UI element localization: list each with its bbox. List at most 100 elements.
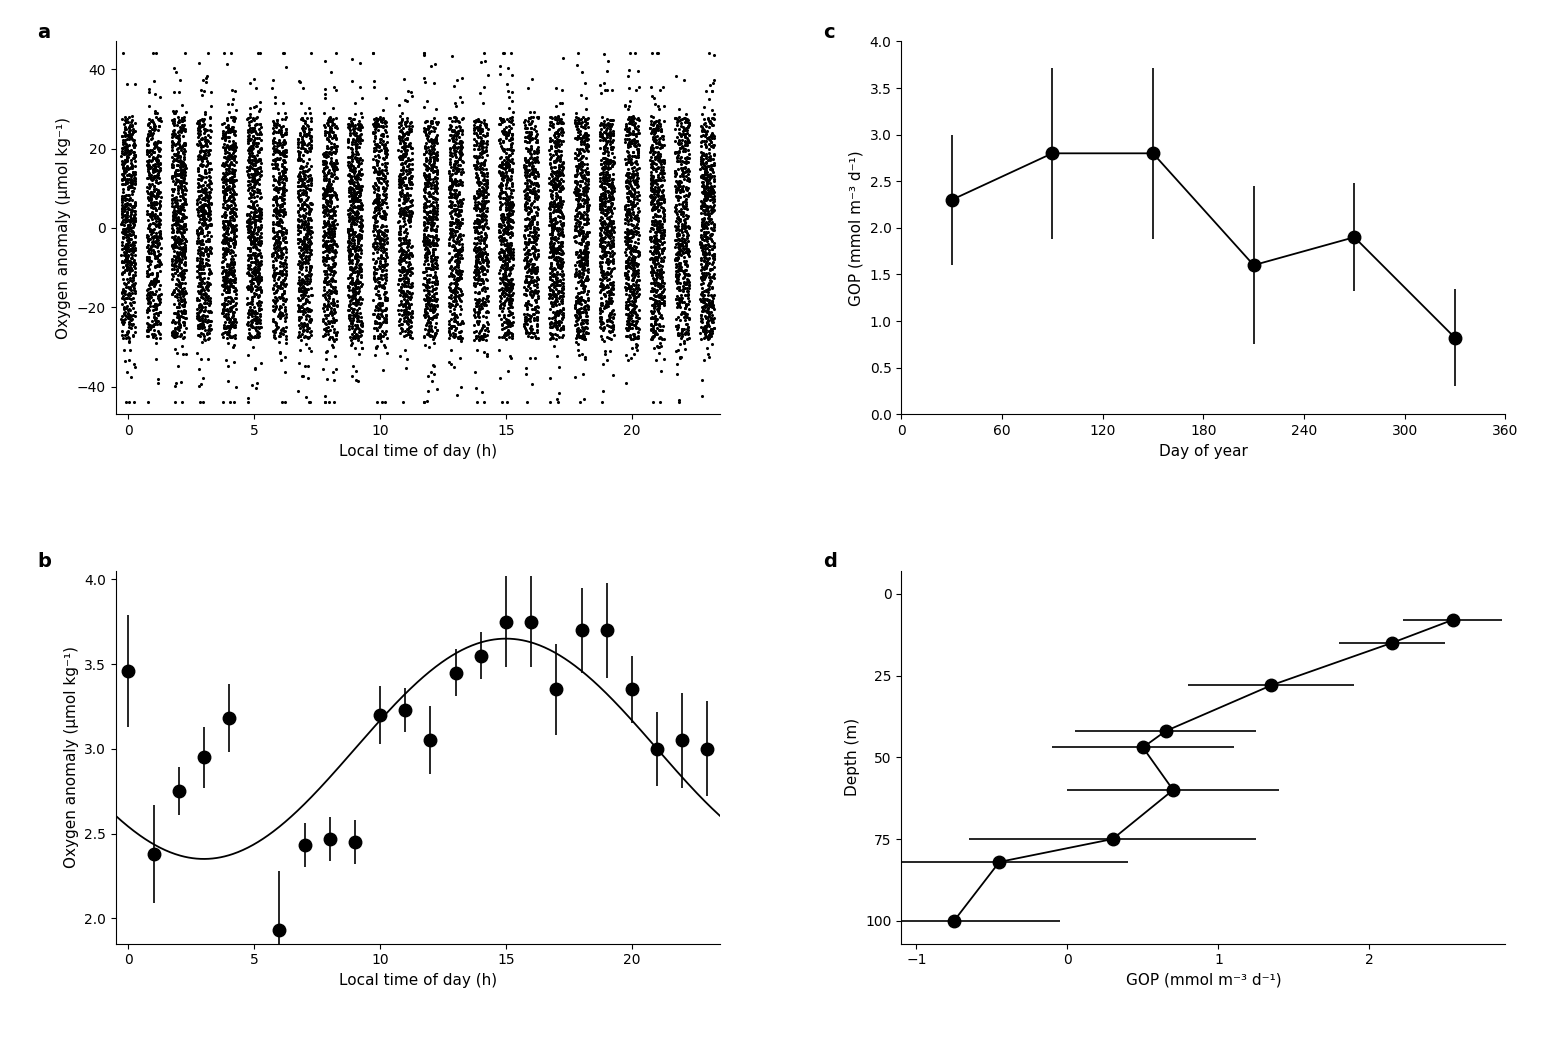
Point <box>598 128 622 144</box>
Point <box>662 177 687 194</box>
Point <box>195 227 219 244</box>
Point <box>347 130 372 146</box>
Point <box>361 217 386 233</box>
Point <box>540 212 565 228</box>
Point <box>242 201 267 218</box>
Point <box>267 189 292 205</box>
Point <box>573 237 598 254</box>
Point <box>347 187 372 203</box>
Point <box>574 268 599 284</box>
Point <box>117 280 142 297</box>
Point <box>625 133 650 149</box>
Point <box>391 270 415 286</box>
Point <box>425 147 449 164</box>
Point <box>318 260 343 277</box>
Point <box>594 142 619 159</box>
Point <box>171 280 196 297</box>
Point <box>337 317 361 334</box>
Point <box>665 245 690 261</box>
Point <box>690 145 715 162</box>
Point <box>392 92 417 109</box>
Point <box>676 145 701 162</box>
Point <box>238 122 262 139</box>
Point <box>239 173 264 190</box>
Point <box>391 250 415 267</box>
Point <box>593 225 618 242</box>
Point <box>238 151 262 168</box>
Point <box>641 339 665 356</box>
Point <box>543 331 568 347</box>
Point <box>676 267 701 283</box>
Point <box>415 139 440 156</box>
Point <box>167 127 191 143</box>
Point <box>448 118 472 135</box>
Point <box>293 226 318 243</box>
Point <box>615 197 639 214</box>
Point <box>615 123 639 140</box>
Point <box>313 217 338 233</box>
Point <box>500 257 525 274</box>
Point <box>270 265 295 282</box>
Point <box>650 152 675 169</box>
Point <box>517 276 542 292</box>
Point <box>488 110 513 127</box>
Point <box>440 227 465 244</box>
Point <box>167 228 191 245</box>
Point <box>349 197 374 214</box>
Point <box>267 201 292 218</box>
Point <box>522 272 547 288</box>
Point <box>238 211 262 227</box>
Point <box>588 212 613 228</box>
Point <box>468 145 493 162</box>
Point <box>364 194 389 211</box>
Point <box>136 319 161 336</box>
Point <box>446 235 471 252</box>
Point <box>320 187 344 203</box>
Point <box>537 181 562 198</box>
Point <box>520 71 545 87</box>
Point <box>190 211 215 227</box>
Point <box>588 301 613 317</box>
Point <box>170 111 195 128</box>
Point <box>119 212 144 228</box>
Point <box>164 209 188 226</box>
Point <box>601 124 625 141</box>
Point <box>415 249 440 265</box>
Point <box>673 194 698 211</box>
Point <box>698 320 723 337</box>
Point <box>264 135 289 151</box>
Point <box>523 161 548 177</box>
Point <box>489 123 514 140</box>
Point <box>543 249 568 265</box>
Point <box>676 276 701 292</box>
Point <box>292 143 317 160</box>
Point <box>244 80 269 96</box>
Point <box>412 234 437 251</box>
Point <box>338 124 363 141</box>
Point <box>195 255 219 272</box>
Point <box>411 276 435 292</box>
Point <box>466 245 491 261</box>
Point <box>173 310 198 327</box>
Point <box>340 224 364 241</box>
Point <box>618 193 642 209</box>
Point <box>574 209 599 226</box>
Point <box>349 316 374 333</box>
Point <box>547 199 571 216</box>
Point <box>347 183 372 199</box>
Point <box>588 263 613 280</box>
Point <box>645 160 670 176</box>
Point <box>576 325 601 341</box>
Point <box>696 295 721 311</box>
Point <box>110 264 134 281</box>
Point <box>547 359 571 375</box>
Point <box>190 370 215 387</box>
Point <box>338 110 363 127</box>
Point <box>341 286 366 303</box>
Point <box>290 139 315 156</box>
Point <box>394 206 418 223</box>
Point <box>395 131 420 147</box>
Point <box>187 190 212 206</box>
Point <box>414 125 438 142</box>
Point <box>451 164 476 180</box>
